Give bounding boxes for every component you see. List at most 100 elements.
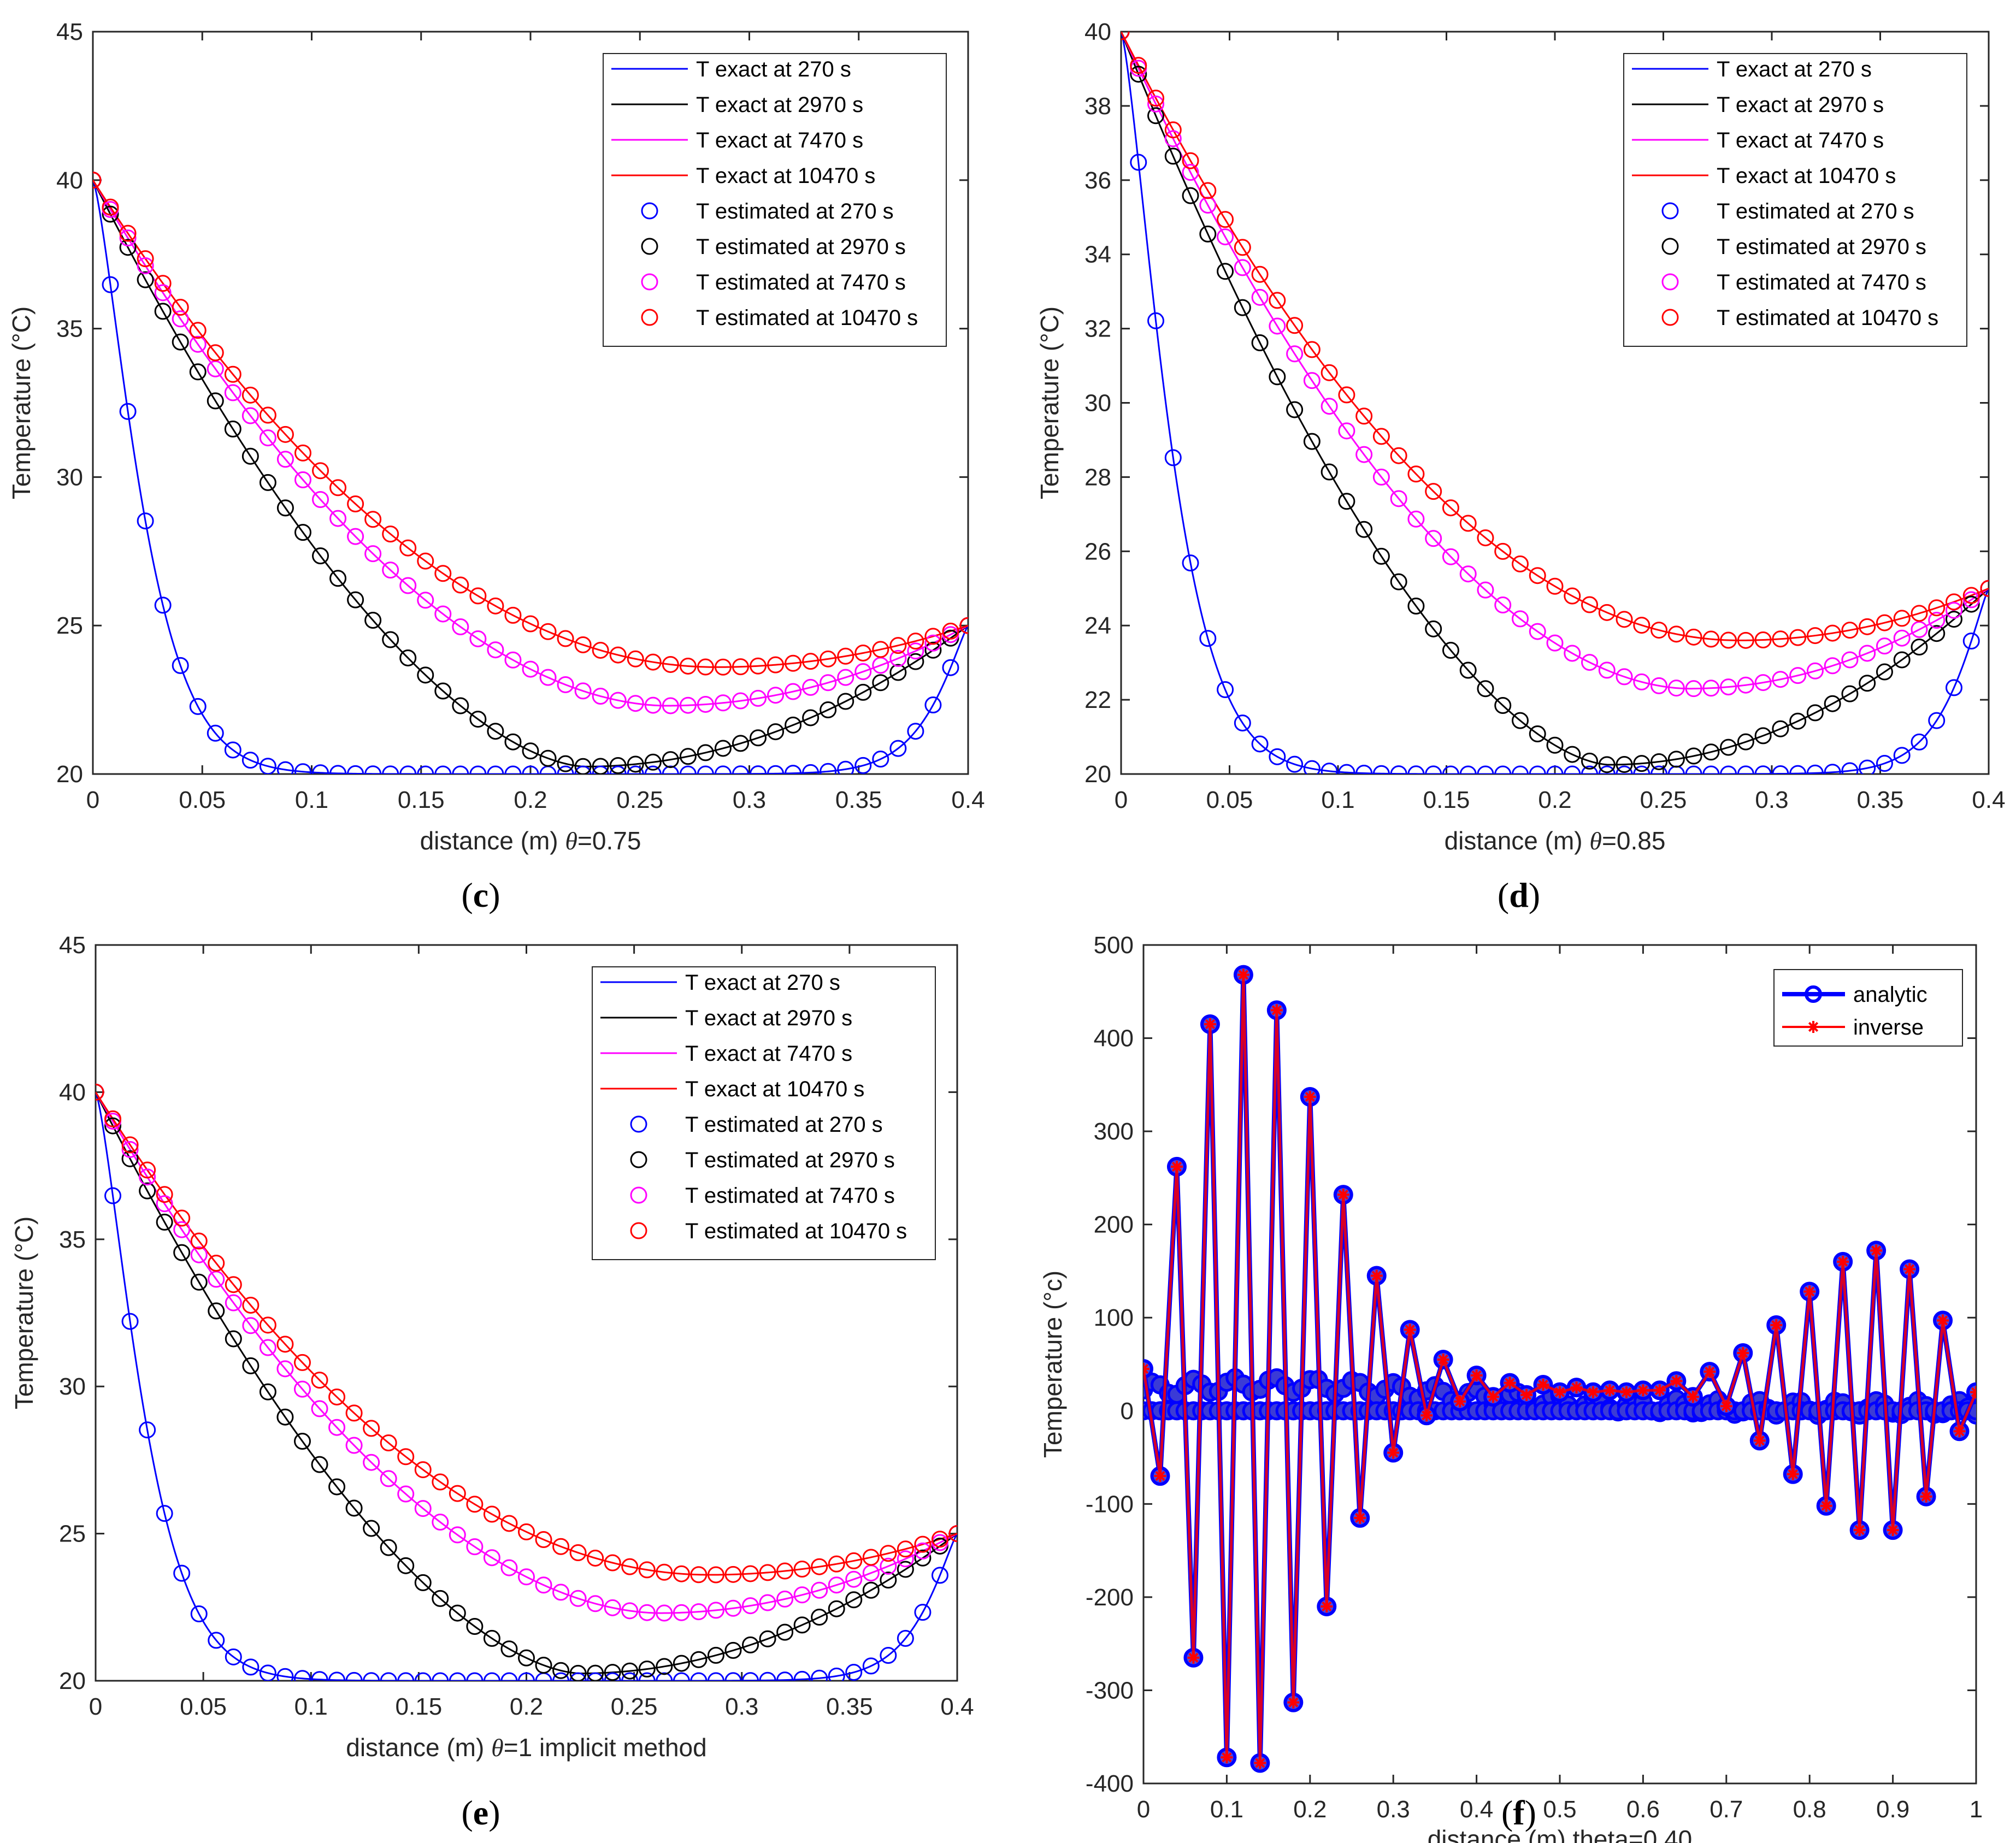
- inverse-marker: [1670, 1375, 1683, 1387]
- marker-t10470: [638, 1561, 656, 1579]
- marker-t10470: [924, 628, 942, 645]
- marker-t270: [759, 1671, 776, 1681]
- y-tick-label: 20: [56, 761, 83, 788]
- marker-t270: [907, 723, 924, 740]
- marker-t10470: [697, 658, 714, 676]
- marker-t7470: [294, 471, 311, 488]
- marker-t2970: [522, 742, 539, 760]
- marker-t10470: [96, 1083, 104, 1101]
- marker-t2970: [432, 1590, 449, 1607]
- marker-t2970: [1321, 463, 1338, 481]
- marker-t2970: [225, 1330, 242, 1348]
- marker-t7470: [312, 491, 329, 508]
- marker-t270: [259, 1664, 276, 1681]
- marker-t2970: [1390, 573, 1407, 590]
- marker-t7470: [732, 692, 749, 710]
- inverse-marker: [1370, 1269, 1383, 1282]
- marker-t2970: [872, 674, 889, 692]
- marker-t2970: [241, 447, 259, 465]
- marker-t7470: [1667, 680, 1685, 697]
- x-axis-label: distance (m) θ=1 implicit method: [346, 1733, 706, 1762]
- marker-t10470: [907, 633, 924, 650]
- inverse-marker: [1437, 1353, 1449, 1366]
- marker-t2970: [154, 303, 172, 320]
- marker-t270: [156, 1505, 173, 1522]
- marker-t270: [1130, 153, 1147, 171]
- marker-t10470: [363, 1420, 380, 1437]
- y-axis-label: Temperature (°C): [1035, 306, 1064, 499]
- marker-t10470: [1616, 611, 1633, 628]
- marker-t10470: [93, 172, 102, 189]
- marker-t2970: [382, 631, 399, 648]
- marker-t2970: [189, 363, 207, 381]
- series-line-t7470: [93, 180, 968, 707]
- marker-t270: [1650, 765, 1668, 774]
- marker-t2970: [574, 758, 592, 774]
- legend-marker-swatch: [630, 1186, 647, 1204]
- marker-t2970: [924, 641, 942, 659]
- marker-t270: [1598, 765, 1616, 774]
- marker-t2970: [1928, 625, 1946, 642]
- inverse-marker: [1803, 1285, 1816, 1298]
- y-tick-label: 25: [59, 1521, 86, 1547]
- marker-t10470: [1442, 499, 1459, 517]
- marker-t10470: [707, 1566, 724, 1584]
- marker-t7470: [1876, 637, 1893, 655]
- marker-t10470: [1667, 625, 1685, 643]
- marker-t7470: [656, 1604, 673, 1622]
- marker-t10470: [592, 641, 609, 659]
- marker-t7470: [1945, 601, 1962, 619]
- marker-t2970: [329, 570, 347, 587]
- x-tick-label: 0.7: [1710, 1796, 1743, 1823]
- marker-t2970: [434, 682, 452, 700]
- marker-t270: [1511, 765, 1529, 774]
- marker-t10470: [1164, 121, 1182, 139]
- marker-t270: [750, 765, 767, 774]
- marker-t7470: [380, 1470, 397, 1487]
- marker-t270: [724, 1672, 742, 1681]
- marker-t7470: [483, 1549, 500, 1567]
- marker-t7470: [587, 1595, 604, 1612]
- marker-t270: [872, 751, 889, 768]
- marker-t10470: [690, 1566, 708, 1584]
- marker-t10470: [1789, 629, 1807, 646]
- marker-t270: [259, 758, 276, 774]
- marker-t10470: [889, 637, 907, 654]
- marker-t270: [466, 1672, 484, 1681]
- marker-t10470: [1511, 555, 1529, 572]
- marker-t7470: [207, 360, 224, 377]
- marker-t270: [189, 698, 207, 715]
- marker-t7470: [644, 696, 662, 714]
- legend-entry: T exact at 2970 s: [1717, 93, 1884, 117]
- marker-t270: [785, 765, 802, 774]
- marker-t270: [845, 1664, 863, 1681]
- marker-t7470: [880, 1557, 897, 1575]
- marker-t10470: [1130, 57, 1147, 74]
- y-tick-label: 45: [59, 932, 86, 959]
- marker-t7470: [522, 660, 539, 678]
- marker-t270: [293, 1670, 311, 1681]
- marker-t270: [242, 1658, 260, 1676]
- marker-t10470: [417, 552, 434, 570]
- marker-t270: [522, 765, 539, 774]
- marker-t2970: [587, 1664, 604, 1681]
- marker-t2970: [1754, 727, 1772, 745]
- marker-t270: [1442, 765, 1459, 774]
- marker-t270: [329, 765, 347, 774]
- marker-t7470: [434, 605, 452, 623]
- legend-entry: T estimated at 2970 s: [696, 235, 906, 259]
- x-axis-label-text: distance (m): [1445, 826, 1590, 855]
- marker-t270: [1962, 632, 1980, 649]
- theta-symbol: θ: [491, 1734, 504, 1762]
- x-axis-label-text: distance (m): [420, 826, 565, 855]
- legend-entry: T estimated at 10470 s: [685, 1219, 907, 1243]
- marker-t10470: [328, 1388, 346, 1405]
- marker-t2970: [1598, 756, 1616, 773]
- plot-content: [1143, 965, 1976, 1773]
- legend: analytic inverse: [1773, 969, 1963, 1047]
- marker-t2970: [880, 1572, 897, 1589]
- marker-t7470: [820, 674, 837, 692]
- marker-t10470: [1633, 617, 1650, 634]
- marker-t7470: [1182, 164, 1199, 181]
